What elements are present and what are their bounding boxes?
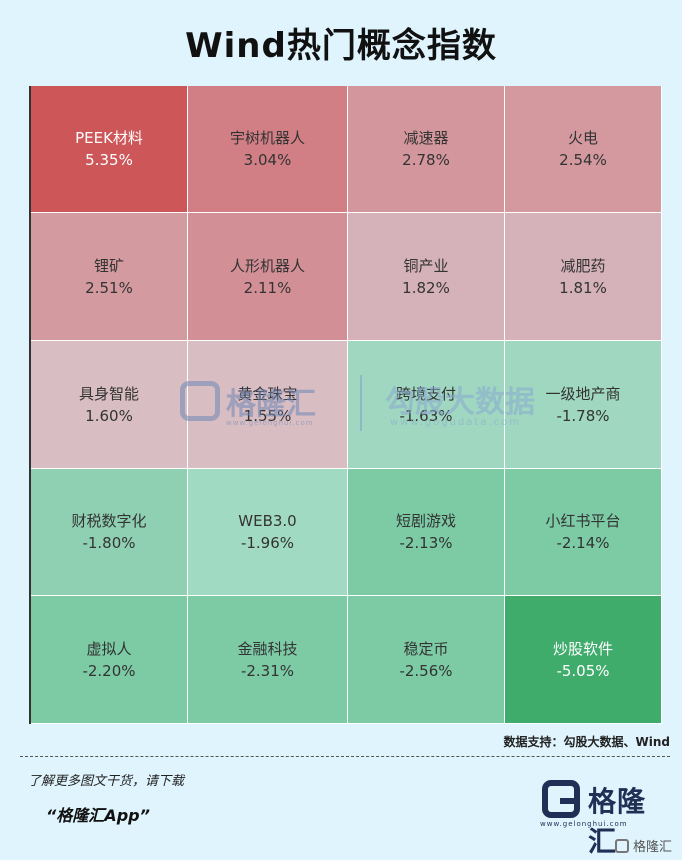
logo-text: 格隆汇: [588, 785, 647, 858]
concept-change: -2.20%: [82, 661, 136, 680]
page-title: Wind热门概念指数: [185, 26, 497, 66]
concept-cell: 小红书平台 -2.14%: [505, 469, 662, 596]
concept-change: 1.81%: [559, 278, 607, 297]
concept-cell: 锂矿 2.51%: [31, 213, 188, 341]
concept-change: -2.14%: [556, 534, 610, 552]
concept-cell: 减速器 2.78%: [348, 86, 505, 213]
concept-name: 炒股软件: [552, 639, 613, 658]
concept-cell: 铜产业 1.82%: [348, 213, 505, 341]
concept-name: 财税数字化: [71, 512, 147, 530]
concept-cell: 减肥药 1.81%: [505, 213, 662, 341]
logo-url: www.gelonghui.com: [540, 820, 628, 828]
concept-cell: WEB3.0 -1.96%: [188, 469, 348, 596]
concept-name: 铜产业: [403, 256, 449, 275]
concept-name: 一级地产商: [545, 384, 621, 403]
concept-cell: 具身智能 1.60%: [31, 341, 188, 469]
concept-name: PEEK材料: [75, 129, 143, 147]
gelonghui-logo: 格隆汇 www.gelonghui.com: [540, 778, 670, 858]
corner-logo-icon: [614, 838, 629, 853]
corner-logo-text: 格隆汇: [632, 840, 672, 855]
concept-name: 跨境支付: [395, 384, 456, 403]
data-source: 数据支持：勾股大数据、Wind: [503, 735, 670, 749]
concept-cell: 人形机器人 2.11%: [188, 213, 348, 341]
concept-cell: 一级地产商 -1.78%: [505, 341, 662, 469]
corner-logo: 格隆汇: [614, 836, 672, 855]
concept-cell: 金融科技 -2.31%: [188, 596, 348, 724]
concept-name: 减肥药: [560, 256, 606, 275]
concept-cell: 炒股软件 -5.05%: [505, 596, 662, 724]
concept-name: 减速器: [403, 129, 449, 147]
concept-change: 3.04%: [243, 151, 292, 169]
concept-name: 短剧游戏: [395, 512, 456, 530]
concept-name: 宇树机器人: [229, 129, 305, 147]
concept-change: -1.78%: [556, 406, 610, 425]
concept-name: 稳定币: [403, 639, 449, 658]
concept-name: 小红书平台: [545, 512, 621, 530]
footer-download-hint: 了解更多图文干货，请下载: [28, 774, 185, 789]
concept-change: 1.82%: [402, 278, 450, 297]
concept-cell: 虚拟人 -2.20%: [31, 596, 188, 724]
concept-change: 1.60%: [85, 406, 133, 425]
concept-change: -1.63%: [399, 406, 453, 425]
concept-change: -1.96%: [240, 534, 295, 552]
dashed-divider: [20, 756, 670, 757]
concept-cell: 短剧游戏 -2.13%: [348, 469, 505, 596]
concept-change: 2.54%: [559, 151, 607, 169]
concept-change: 2.51%: [85, 278, 133, 297]
concept-name: 人形机器人: [229, 256, 305, 275]
concept-cell: PEEK材料 5.35%: [31, 86, 188, 213]
concept-change: -2.13%: [399, 534, 453, 552]
concept-cell: 火电 2.54%: [505, 86, 662, 213]
concept-change: -1.80%: [82, 534, 136, 552]
concept-change: -2.56%: [399, 661, 453, 680]
concept-cell: 财税数字化 -1.80%: [31, 469, 188, 596]
gelonghui-g-icon: [542, 780, 580, 818]
concept-cell: 跨境支付 -1.63%: [348, 341, 505, 469]
concept-change: 5.35%: [85, 151, 133, 169]
concept-name: WEB3.0: [238, 512, 297, 530]
concept-name: 火电: [567, 129, 598, 147]
concept-cell: 宇树机器人 3.04%: [188, 86, 348, 213]
concept-change: -2.31%: [240, 661, 295, 680]
concept-name: 金融科技: [237, 639, 298, 658]
concept-name: 虚拟人: [86, 639, 132, 658]
concept-change: 2.78%: [402, 151, 450, 169]
concept-index-grid: PEEK材料 5.35% 宇树机器人 3.04% 减速器 2.78% 火电 2.54% 锂矿 2.…: [29, 86, 662, 724]
concept-change: 2.11%: [243, 278, 292, 297]
footer-app-name[interactable]: “格隆汇App”: [46, 806, 150, 825]
concept-cell: 黄金珠宝 1.55%: [188, 341, 348, 469]
concept-name: 锂矿: [93, 256, 124, 275]
concept-name: 具身智能: [78, 384, 139, 403]
concept-change: 1.55%: [243, 406, 292, 425]
concept-name: 黄金珠宝: [237, 384, 298, 403]
concept-cell: 稳定币 -2.56%: [348, 596, 505, 724]
concept-change: -5.05%: [556, 661, 610, 680]
